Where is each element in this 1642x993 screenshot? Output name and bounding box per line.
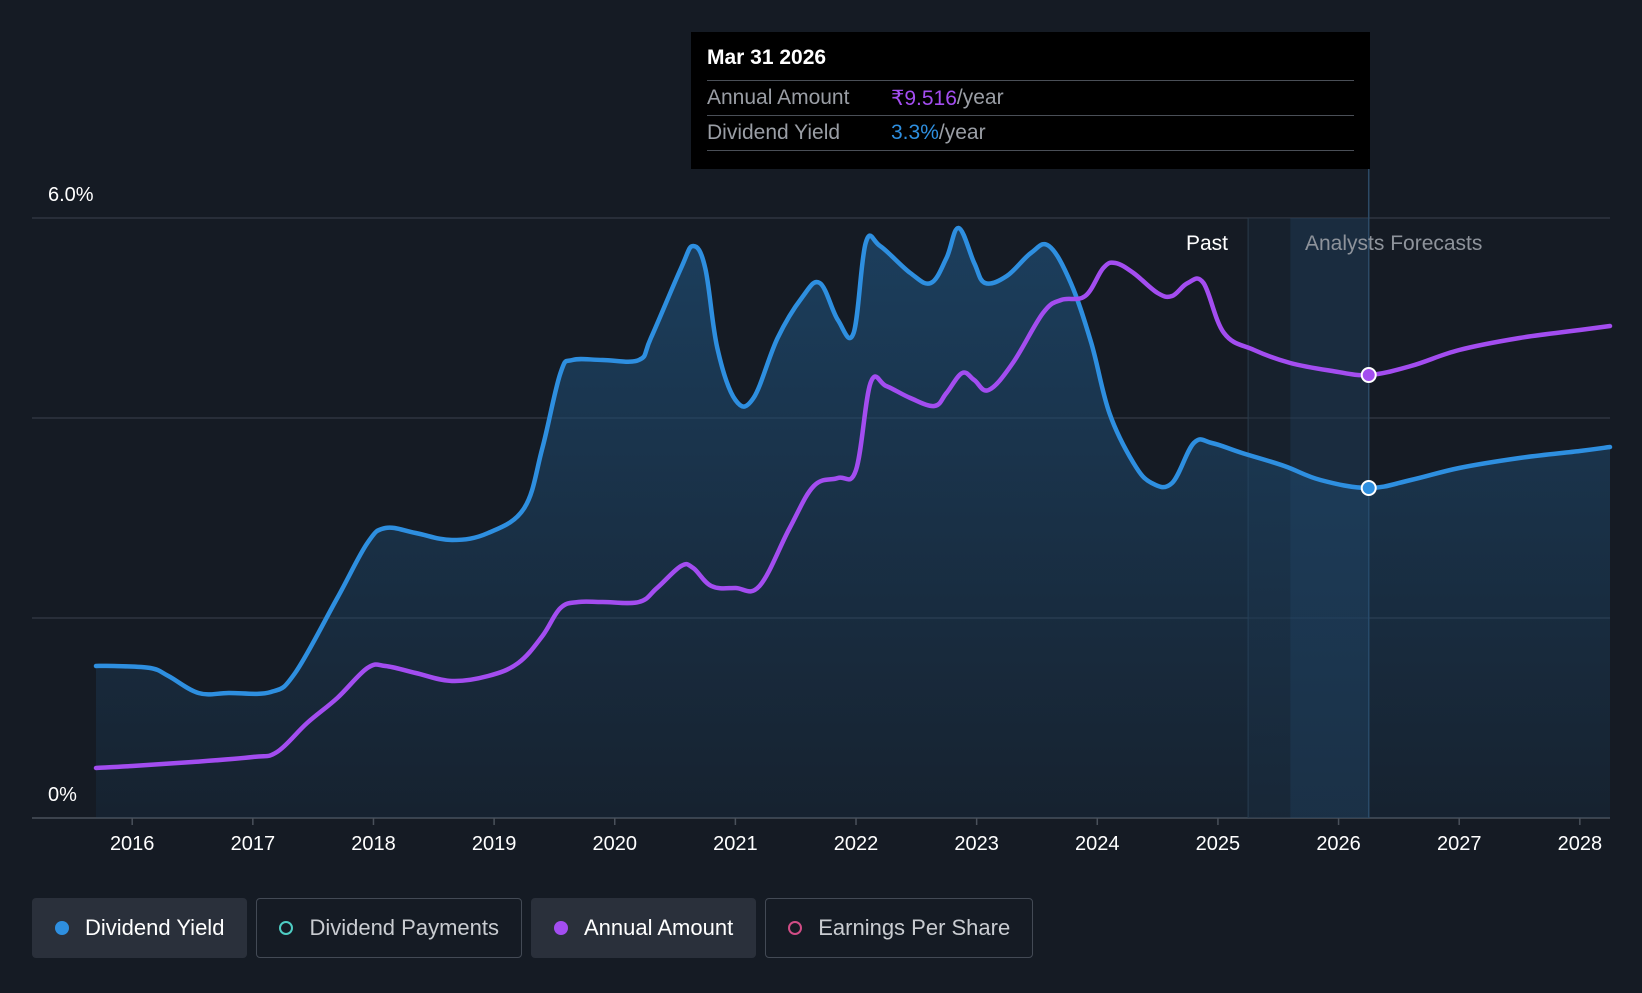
chart-tooltip: Mar 31 2026 Annual Amount ₹9.516 /year D… bbox=[691, 32, 1370, 169]
x-tick-label: 2027 bbox=[1437, 833, 1482, 855]
tooltip-dividend-yield-unit: /year bbox=[938, 121, 986, 144]
x-tick-label: 2017 bbox=[231, 833, 276, 855]
dividend-yield-area bbox=[96, 227, 1610, 818]
legend-dividend-payments-dot-icon bbox=[279, 921, 294, 935]
legend-dividend-payments-button[interactable]: Dividend Payments bbox=[256, 898, 522, 958]
annual-amount-cursor-marker bbox=[1360, 367, 1377, 383]
legend-dividend-payments-label: Dividend Payments bbox=[309, 915, 499, 940]
legend-annual-amount-label: Annual Amount bbox=[583, 915, 734, 940]
tooltip-annual-amount-label: Annual Amount bbox=[707, 86, 850, 109]
tooltip-row-annual-amount: Annual Amount ₹9.516 /year bbox=[707, 80, 1354, 115]
dividend-yield-line bbox=[93, 225, 1613, 697]
legend-annual-amount-button[interactable]: Annual Amount bbox=[530, 898, 757, 958]
legend-dividend-yield-button[interactable]: Dividend Yield bbox=[32, 898, 248, 958]
x-tick-label: 2020 bbox=[592, 833, 637, 855]
past-region-label: Past bbox=[1186, 232, 1228, 255]
x-tick-label: 2025 bbox=[1196, 833, 1241, 855]
x-tick-label: 2022 bbox=[834, 833, 879, 855]
legend-dividend-yield-label: Dividend Yield bbox=[85, 915, 225, 940]
tooltip-dividend-yield-label: Dividend Yield bbox=[707, 121, 841, 144]
x-tick-label: 2016 bbox=[110, 833, 155, 855]
x-tick-label: 2018 bbox=[351, 833, 396, 855]
forecast-region-label: Analysts Forecasts bbox=[1305, 232, 1482, 255]
tooltip-annual-amount-unit: /year bbox=[956, 86, 1004, 109]
tooltip-row-dividend-yield: Dividend Yield 3.3% /year bbox=[707, 115, 1354, 151]
legend-earnings-per-share-button[interactable]: Earnings Per Share bbox=[765, 898, 1034, 958]
x-tick-label: 2019 bbox=[472, 833, 517, 855]
tooltip-date: Mar 31 2026 bbox=[707, 46, 827, 69]
x-tick-label: 2028 bbox=[1558, 833, 1603, 855]
tooltip-annual-amount-value: ₹9.516 bbox=[891, 86, 957, 110]
series-layer bbox=[93, 225, 1613, 818]
y-axis-top-label: 6.0% bbox=[48, 184, 94, 206]
x-tick-label: 2024 bbox=[1075, 833, 1120, 855]
x-axis: 2016 2017 2018 2019 2020 2021 2022 2023 2024 2025… bbox=[110, 818, 1602, 855]
y-axis-bottom-label: 0% bbox=[48, 784, 77, 806]
chart-legend: Dividend Yield Dividend Payments Annual … bbox=[32, 898, 1034, 958]
dividend-yield-cursor-marker bbox=[1360, 480, 1377, 496]
x-tick-label: 2023 bbox=[954, 833, 999, 855]
legend-annual-amount-dot-icon bbox=[553, 921, 568, 935]
x-tick-label: 2021 bbox=[713, 833, 758, 855]
cursor-markers bbox=[1360, 367, 1377, 496]
annual-amount-line bbox=[93, 260, 1613, 771]
x-tick-label: 2026 bbox=[1316, 833, 1361, 855]
legend-earnings-per-share-label: Earnings Per Share bbox=[818, 915, 1011, 940]
legend-earnings-per-share-dot-icon bbox=[788, 921, 803, 935]
legend-dividend-yield-dot-icon bbox=[55, 921, 69, 935]
tooltip-dividend-yield-value: 3.3% bbox=[891, 121, 939, 144]
